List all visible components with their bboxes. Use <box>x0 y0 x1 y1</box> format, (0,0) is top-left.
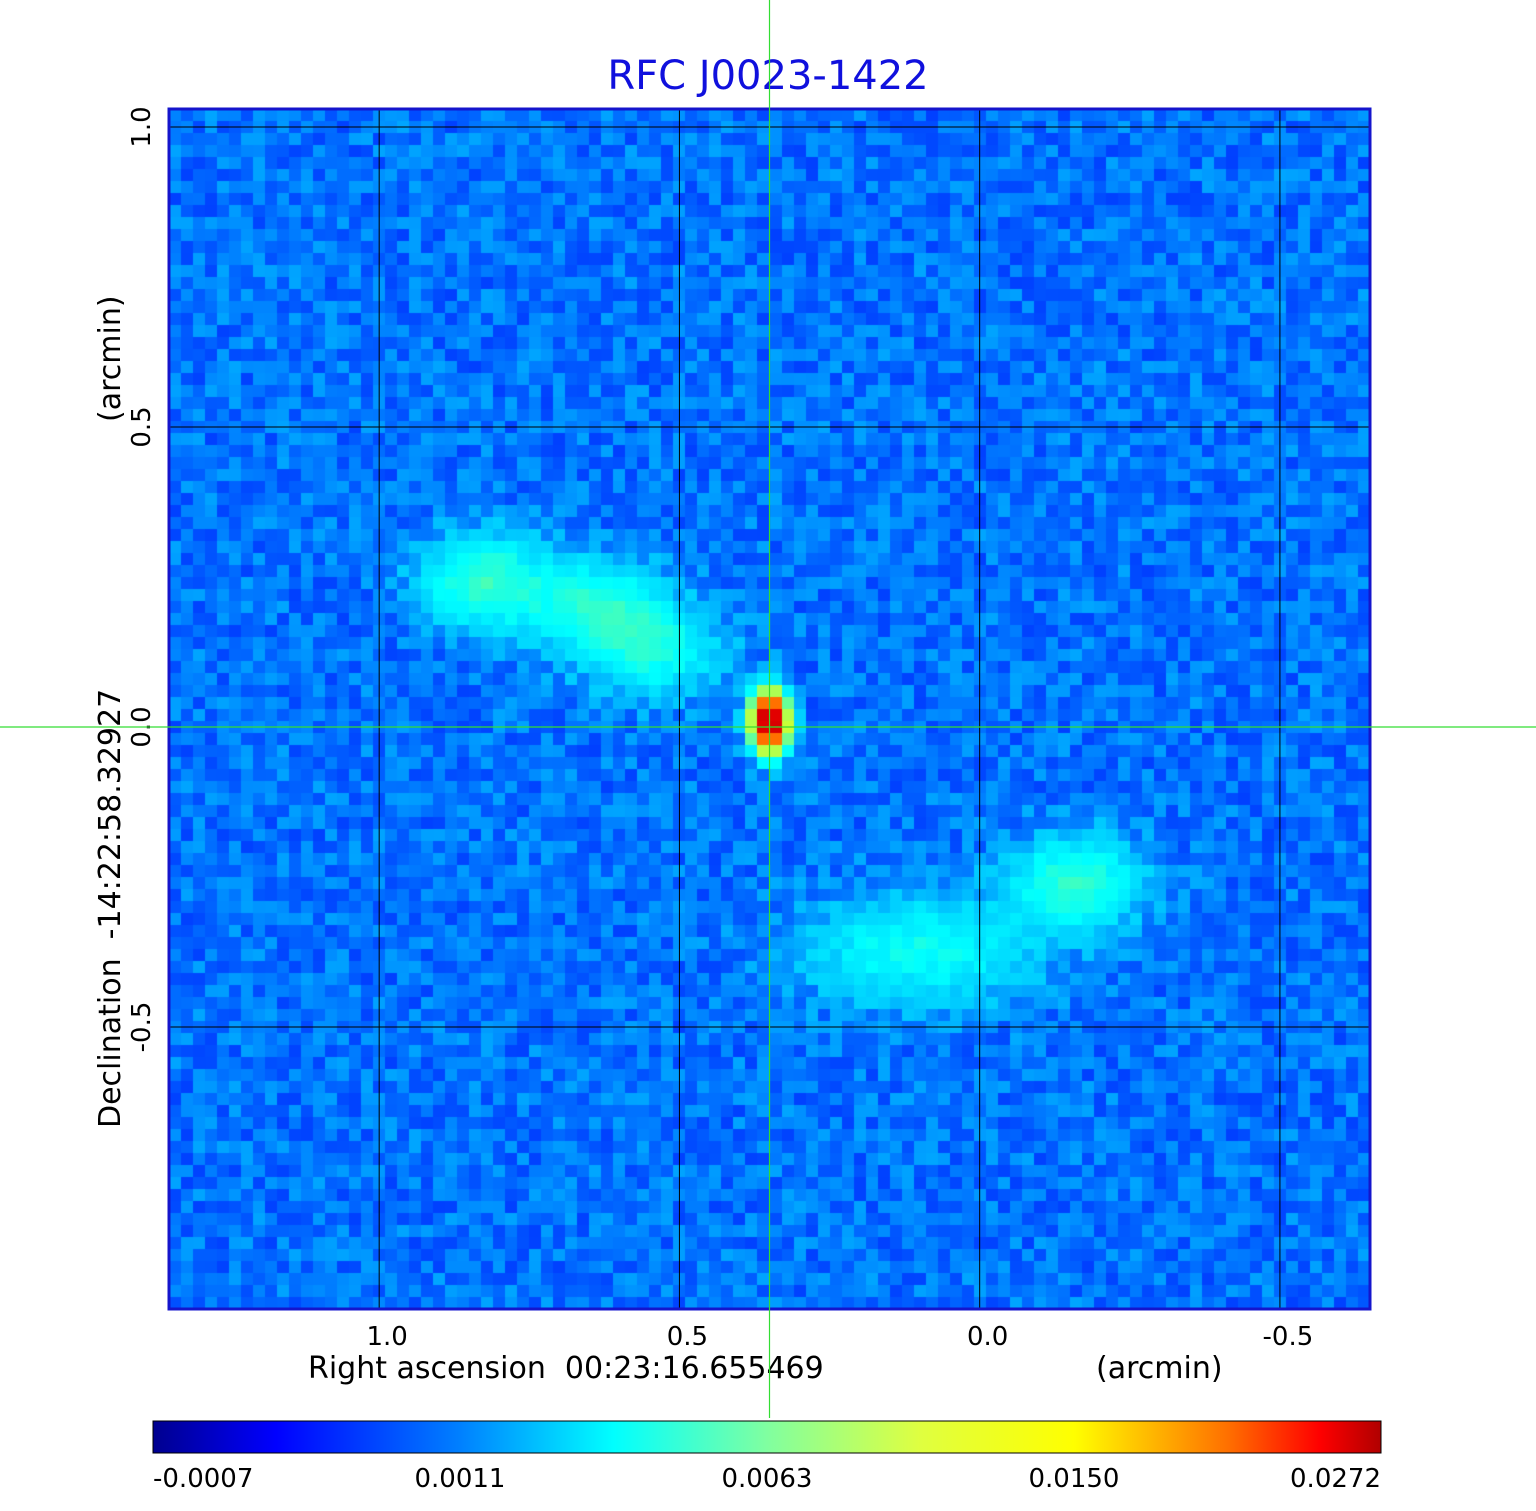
y-tick-label: 0.5 <box>127 406 157 447</box>
x-tick-label: 0.5 <box>667 1322 708 1352</box>
y-axis-label: Declination -14:22:58.32927 <box>93 689 128 1128</box>
colorbar-gradient <box>152 1420 1382 1454</box>
chart-title: RFC J0023-1422 <box>607 53 928 99</box>
crosshair <box>0 0 1536 1418</box>
x-tick-label: 1.0 <box>366 1322 407 1352</box>
x-axis-unit: (arcmin) <box>1096 1351 1223 1386</box>
colorbar-tick-label: 0.0150 <box>1029 1464 1120 1494</box>
colorbar-tick-label: -0.0007 <box>153 1464 253 1494</box>
colorbar: -0.0007 0.0011 0.0063 0.0150 0.0272 <box>152 1420 1382 1494</box>
y-tick-label: 1.0 <box>127 106 157 147</box>
colorbar-tick-label: 0.0011 <box>415 1464 506 1494</box>
y-tick-label: -0.5 <box>127 1002 157 1053</box>
colorbar-tick-labels: -0.0007 0.0011 0.0063 0.0150 0.0272 <box>153 1464 1381 1494</box>
y-axis-unit: (arcmin) <box>93 295 128 422</box>
x-tick-labels: 1.0 0.5 0.0 -0.5 <box>366 1322 1313 1352</box>
x-tick-label: 0.0 <box>967 1322 1008 1352</box>
x-axis-label: Right ascension 00:23:16.655469 <box>308 1351 824 1386</box>
colorbar-tick-label: 0.0063 <box>722 1464 813 1494</box>
y-tick-labels: 1.00.50.0-0.5 <box>127 106 157 1052</box>
colorbar-tick-label: 0.0272 <box>1290 1464 1381 1494</box>
x-tick-label: -0.5 <box>1263 1322 1314 1352</box>
